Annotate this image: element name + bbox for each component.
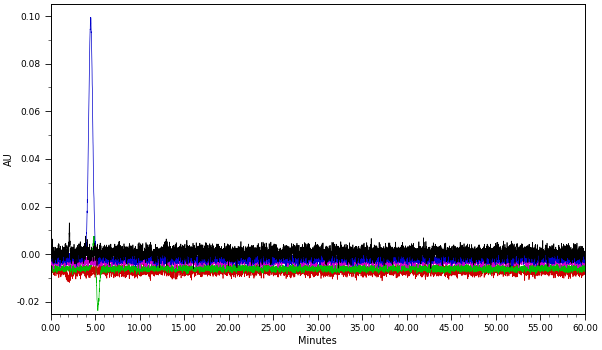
X-axis label: Minutes: Minutes xyxy=(299,336,337,346)
Y-axis label: AU: AU xyxy=(4,152,14,166)
